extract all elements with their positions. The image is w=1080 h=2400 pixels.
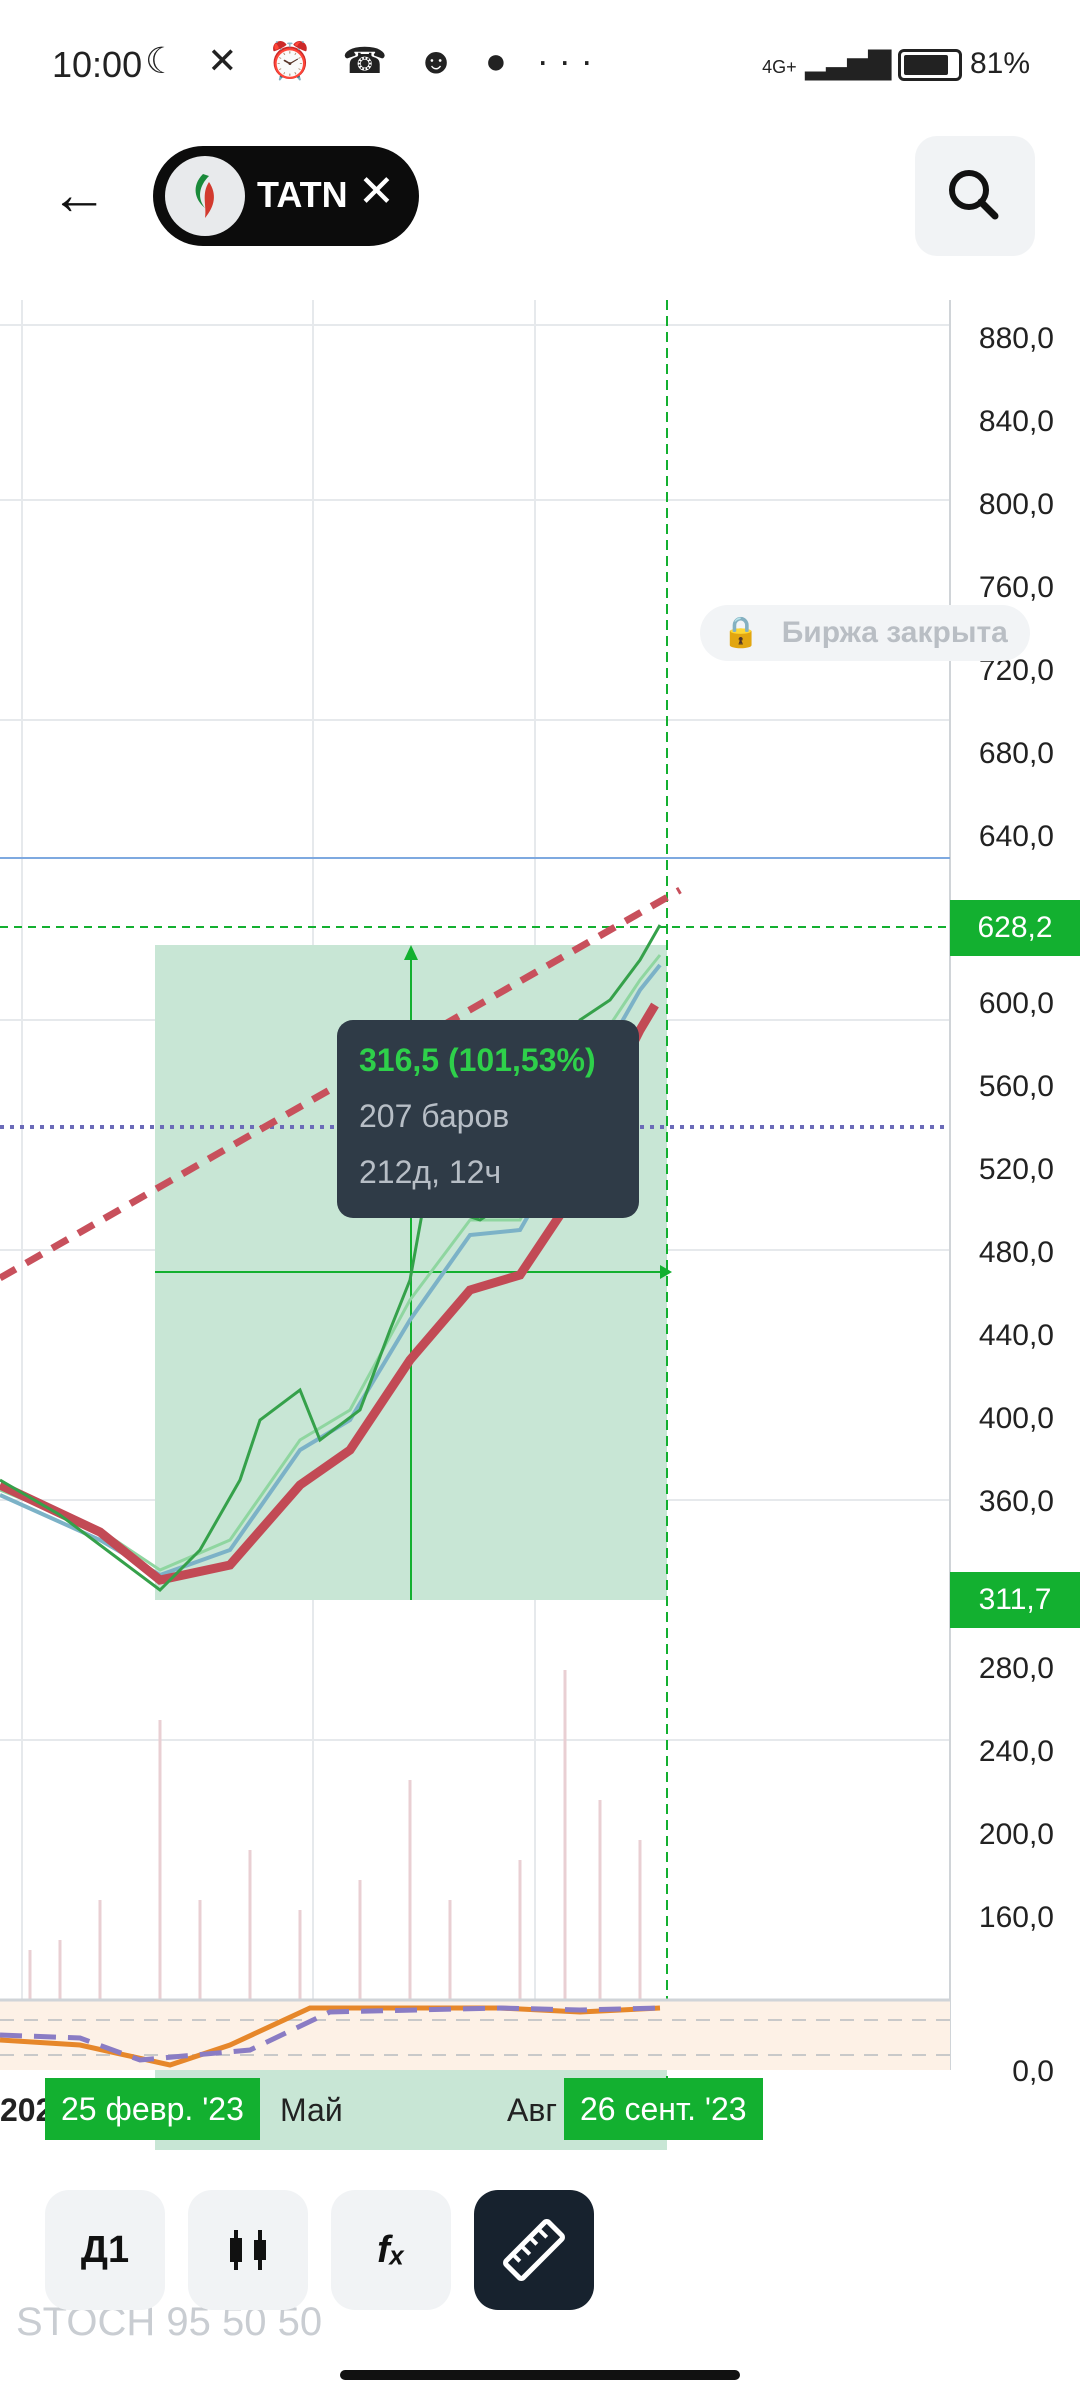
indicators-button[interactable]: fₓ	[331, 2190, 451, 2310]
axis-label: 600,0	[978, 987, 1054, 1020]
x-label-year: 202	[0, 2092, 54, 2128]
search-button[interactable]	[915, 136, 1035, 256]
axis-label: 800,0	[978, 488, 1054, 521]
tatneft-logo	[165, 156, 245, 236]
axis-label: 160,0	[978, 1901, 1054, 1934]
start-price-tag: 311,7	[950, 1572, 1080, 1628]
axis-label: 520,0	[978, 1153, 1054, 1186]
axis-label: 640,0	[978, 820, 1054, 853]
axis-label: 840,0	[978, 405, 1054, 438]
battery-percent: 81%	[969, 47, 1030, 80]
chart-type-button[interactable]	[188, 2190, 308, 2310]
axis-label: 440,0	[978, 1319, 1054, 1352]
ticker-chip[interactable]: TATN ✕	[153, 146, 419, 246]
lock-icon: 🔒	[722, 616, 760, 649]
axis-label: 560,0	[978, 1070, 1054, 1103]
x-label-aug: Авг	[507, 2092, 558, 2128]
network-label: 4G+	[762, 57, 797, 77]
ruler-icon	[503, 2219, 565, 2281]
current-price-tag: 628,2	[950, 900, 1080, 956]
signal-icon: ▂▃▅▇	[804, 47, 891, 80]
chart-canvas[interactable]	[0, 300, 1080, 2150]
fx-icon: fₓ	[377, 2229, 405, 2271]
status-time: 10:00	[52, 44, 143, 85]
axis-label: 880,0	[978, 322, 1054, 355]
status-right: 4G+ ▂▃▅▇ 81%	[762, 46, 1030, 82]
market-status-badge: 🔒 Биржа закрыта	[700, 605, 1030, 661]
measure-duration: 212д, 12ч	[359, 1154, 502, 1190]
timeframe-label: Д1	[80, 2229, 130, 2271]
axis-label: 400,0	[978, 1402, 1054, 1435]
axis-label: 680,0	[978, 737, 1054, 770]
back-button[interactable]: ←	[50, 160, 110, 230]
axis-label: 760,0	[978, 571, 1054, 604]
start-date-tag: 25 февр. '23	[45, 2078, 260, 2140]
axis-label: 280,0	[978, 1652, 1054, 1685]
axis-label: 360,0	[978, 1485, 1054, 1518]
notification-icons: ☾ ✕ ⏰ ☎ ☻ ● ···	[145, 40, 603, 81]
measure-tooltip: 316,5 (101,53%) 207 баров 212д, 12ч	[337, 1020, 639, 1218]
timeframe-button[interactable]: Д1	[45, 2190, 165, 2310]
market-status-label: Биржа закрыта	[781, 616, 1008, 649]
ruler-button[interactable]	[474, 2190, 594, 2310]
axis-label: 240,0	[978, 1735, 1054, 1768]
end-date-tag: 26 сент. '23	[564, 2078, 763, 2140]
axis-label: 0,0	[1012, 2055, 1054, 2088]
close-icon[interactable]: ✕	[358, 167, 395, 216]
axis-label: 200,0	[978, 1818, 1054, 1851]
search-icon	[949, 170, 999, 220]
measure-change: 316,5 (101,53%)	[359, 1042, 596, 1078]
status-bar: 10:00 ☾ ✕ ⏰ ☎ ☻ ● ··· 4G+ ▂▃▅▇ 81%	[0, 0, 1080, 130]
battery-icon	[897, 49, 962, 82]
x-label-may: Май	[280, 2092, 343, 2128]
ticker-label: TATN	[257, 174, 348, 215]
arrow-left-icon: ←	[50, 162, 108, 227]
candles-icon	[230, 2230, 266, 2270]
measure-bars: 207 баров	[359, 1098, 510, 1134]
price-chart[interactable]: 880,0 840,0 800,0 760,0 720,0 680,0 640,…	[0, 300, 1080, 2344]
axis-label: 480,0	[978, 1236, 1054, 1269]
home-indicator[interactable]	[340, 2370, 740, 2380]
